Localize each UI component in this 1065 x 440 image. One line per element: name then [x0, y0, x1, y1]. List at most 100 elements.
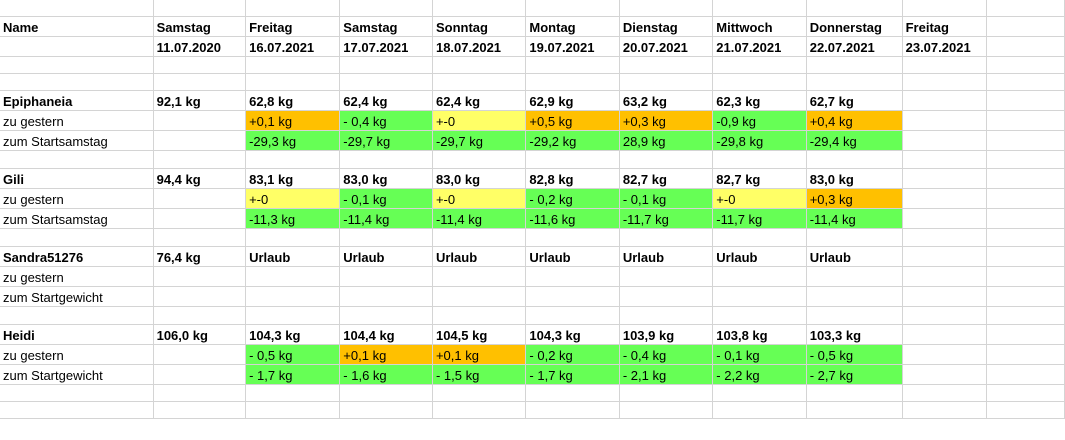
empty-cell[interactable] — [245, 56, 341, 74]
weight-cell[interactable]: Urlaub — [245, 246, 341, 267]
empty-cell[interactable] — [525, 228, 620, 247]
weight-cell[interactable]: 83,0 kg — [806, 168, 903, 189]
empty-cell[interactable] — [245, 0, 341, 17]
weight-cell[interactable]: 94,4 kg — [153, 168, 247, 189]
empty-cell[interactable] — [986, 16, 1065, 37]
diff-value-cell[interactable]: - 2,1 kg — [619, 364, 714, 385]
empty-cell[interactable] — [902, 56, 987, 74]
empty-cell[interactable] — [902, 384, 987, 402]
diff-value-cell[interactable]: -11,7 kg — [712, 208, 807, 229]
diff-value-cell[interactable]: 28,9 kg — [619, 130, 714, 151]
empty-cell[interactable] — [619, 73, 714, 91]
diff-value-cell[interactable] — [153, 188, 247, 209]
weight-cell[interactable]: 92,1 kg — [153, 90, 247, 111]
diff-value-cell[interactable]: +-0 — [432, 188, 527, 209]
empty-cell[interactable] — [0, 150, 154, 169]
empty-cell[interactable] — [0, 0, 154, 17]
empty-cell[interactable] — [712, 306, 807, 325]
weight-cell[interactable]: Urlaub — [806, 246, 903, 267]
header-date-cell[interactable]: 21.07.2021 — [712, 36, 807, 57]
empty-cell[interactable] — [902, 73, 987, 91]
diff-value-cell[interactable] — [525, 286, 620, 307]
weight-cell[interactable]: 62,3 kg — [712, 90, 807, 111]
weight-cell[interactable]: 82,8 kg — [525, 168, 620, 189]
header-day-cell[interactable]: Sonntag — [432, 16, 527, 37]
weight-cell[interactable]: 83,0 kg — [339, 168, 433, 189]
diff-value-cell[interactable]: -0,9 kg — [712, 110, 807, 131]
weight-cell[interactable]: 62,8 kg — [245, 90, 341, 111]
empty-cell[interactable] — [153, 150, 247, 169]
weight-cell[interactable]: 63,2 kg — [619, 90, 714, 111]
diff-value-cell[interactable] — [902, 110, 987, 131]
empty-cell[interactable] — [986, 36, 1065, 57]
weight-cell[interactable]: Urlaub — [432, 246, 527, 267]
diff-label-cell[interactable]: zum Startgewicht — [0, 364, 154, 385]
empty-cell[interactable] — [339, 401, 433, 419]
diff-value-cell[interactable] — [806, 266, 903, 287]
diff-value-cell[interactable]: +0,5 kg — [525, 110, 620, 131]
header-day-cell[interactable]: Montag — [525, 16, 620, 37]
header-date-cell[interactable]: 23.07.2021 — [902, 36, 987, 57]
empty-cell[interactable] — [245, 228, 341, 247]
diff-value-cell[interactable] — [153, 364, 247, 385]
header-day-cell[interactable]: Donnerstag — [806, 16, 903, 37]
empty-cell[interactable] — [0, 36, 154, 57]
empty-cell[interactable] — [153, 73, 247, 91]
empty-cell[interactable] — [712, 73, 807, 91]
empty-cell[interactable] — [432, 401, 527, 419]
empty-cell[interactable] — [986, 73, 1065, 91]
weight-cell[interactable]: 62,4 kg — [339, 90, 433, 111]
diff-value-cell[interactable]: -29,8 kg — [712, 130, 807, 151]
empty-cell[interactable] — [902, 0, 987, 17]
diff-value-cell[interactable]: - 1,6 kg — [339, 364, 433, 385]
header-date-cell[interactable]: 19.07.2021 — [525, 36, 620, 57]
empty-cell[interactable] — [806, 228, 903, 247]
empty-cell[interactable] — [986, 56, 1065, 74]
diff-value-cell[interactable]: +0,1 kg — [432, 344, 527, 365]
weight-cell[interactable]: 104,3 kg — [245, 324, 341, 345]
empty-cell[interactable] — [339, 306, 433, 325]
diff-value-cell[interactable] — [153, 130, 247, 151]
empty-cell[interactable] — [432, 0, 527, 17]
diff-value-cell[interactable]: +0,1 kg — [339, 344, 433, 365]
diff-value-cell[interactable]: -11,4 kg — [806, 208, 903, 229]
empty-cell[interactable] — [806, 384, 903, 402]
weight-cell[interactable]: 103,3 kg — [806, 324, 903, 345]
header-name-cell[interactable]: Name — [0, 16, 154, 37]
diff-value-cell[interactable]: - 1,7 kg — [525, 364, 620, 385]
empty-cell[interactable] — [153, 0, 247, 17]
empty-cell[interactable] — [902, 228, 987, 247]
empty-cell[interactable] — [0, 306, 154, 325]
diff-label-cell[interactable]: zu gestern — [0, 266, 154, 287]
weight-cell[interactable]: 82,7 kg — [619, 168, 714, 189]
header-date-cell[interactable]: 16.07.2021 — [245, 36, 341, 57]
diff-value-cell[interactable] — [153, 344, 247, 365]
diff-value-cell[interactable]: -29,7 kg — [339, 130, 433, 151]
header-day-cell[interactable]: Mittwoch — [712, 16, 807, 37]
empty-cell[interactable] — [712, 56, 807, 74]
empty-cell[interactable] — [339, 384, 433, 402]
diff-value-cell[interactable] — [432, 286, 527, 307]
diff-value-cell[interactable] — [153, 110, 247, 131]
empty-cell[interactable] — [902, 401, 987, 419]
diff-value-cell[interactable]: -11,6 kg — [525, 208, 620, 229]
diff-value-cell[interactable] — [153, 208, 247, 229]
empty-cell[interactable] — [245, 384, 341, 402]
weight-cell[interactable] — [902, 90, 987, 111]
empty-cell[interactable] — [432, 384, 527, 402]
diff-value-cell[interactable]: +0,4 kg — [806, 110, 903, 131]
diff-value-cell[interactable]: - 0,5 kg — [245, 344, 341, 365]
empty-cell[interactable] — [153, 401, 247, 419]
empty-cell[interactable] — [525, 73, 620, 91]
header-date-cell[interactable]: 17.07.2021 — [339, 36, 433, 57]
diff-value-cell[interactable]: - 1,5 kg — [432, 364, 527, 385]
diff-value-cell[interactable] — [619, 286, 714, 307]
diff-value-cell[interactable] — [902, 344, 987, 365]
empty-cell[interactable] — [806, 73, 903, 91]
weight-cell[interactable] — [902, 324, 987, 345]
diff-value-cell[interactable]: +0,3 kg — [619, 110, 714, 131]
empty-cell[interactable] — [432, 150, 527, 169]
diff-value-cell[interactable] — [902, 130, 987, 151]
diff-value-cell[interactable]: -29,2 kg — [525, 130, 620, 151]
empty-cell[interactable] — [432, 56, 527, 74]
